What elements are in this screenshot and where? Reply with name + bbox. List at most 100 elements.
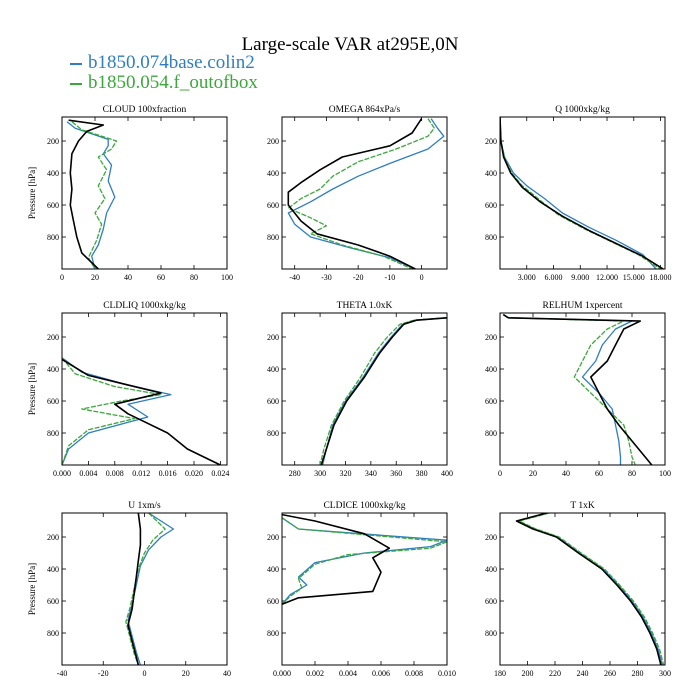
y-tick-label: 400 xyxy=(267,169,279,178)
panel-frame xyxy=(281,116,448,270)
panel-frame xyxy=(499,116,666,270)
y-tick-label: 200 xyxy=(47,333,59,342)
legend-item-1: b1850.074base.colin2 xyxy=(70,52,255,74)
x-tick-label: 3.000 xyxy=(518,273,536,282)
x-tick-label: 0.000 xyxy=(273,669,291,678)
y-tick-label: 600 xyxy=(47,397,59,406)
panel-frame xyxy=(499,312,666,466)
y-tick-label: 800 xyxy=(47,429,59,438)
panel-7: U 1xm/s Pressure [hPa] 200 400 600 800 -40 -20 0… xyxy=(27,501,231,678)
x-tick-label: 0.000 xyxy=(53,469,71,478)
x-tick-label: -40 xyxy=(57,669,68,678)
legend-line-icon xyxy=(70,62,82,65)
x-tick-label: 220 xyxy=(549,669,561,678)
y-tick-label: 600 xyxy=(47,201,59,210)
x-tick-label: 60 xyxy=(595,469,603,478)
y-tick-label: 400 xyxy=(485,365,497,374)
series-line-1 xyxy=(127,513,175,665)
x-tick-label: 100 xyxy=(659,469,671,478)
series-line-1 xyxy=(500,117,657,269)
panel-title: T 1xK xyxy=(570,501,595,511)
series-line-3 xyxy=(500,117,664,269)
panel-9: T 1xK 200 400 600 800 180 200 220 240 260 280 300 xyxy=(485,501,671,678)
x-tick-label: 360 xyxy=(390,469,402,478)
x-tick-label: 15.000 xyxy=(623,273,645,282)
panel-frame xyxy=(499,512,666,666)
x-tick-label: 0.004 xyxy=(339,669,357,678)
panel-frame xyxy=(281,312,448,466)
panel-2: OMEGA 864xPa/s 200 400 600 800 -40 -30 -20 -10 0 xyxy=(267,105,448,282)
x-tick-label: 320 xyxy=(339,469,351,478)
panel-frame xyxy=(61,512,228,666)
y-tick-label: 800 xyxy=(267,429,279,438)
y-tick-label: 200 xyxy=(485,333,497,342)
y-tick-label: 800 xyxy=(485,629,497,638)
series-line-1 xyxy=(62,357,172,465)
panel-3: Q 1000xkg/kg 200 400 600 800 3.000 6.000 9.000 1… xyxy=(485,105,672,282)
x-tick-label: 18.000 xyxy=(650,273,672,282)
x-tick-label: 0 xyxy=(60,273,64,282)
x-tick-label: 260 xyxy=(604,669,616,678)
y-tick-label: 600 xyxy=(47,597,59,606)
y-tick-label: 800 xyxy=(47,233,59,242)
x-tick-label: 0.002 xyxy=(306,669,324,678)
y-tick-label: 400 xyxy=(47,169,59,178)
x-tick-label: 300 xyxy=(314,469,326,478)
y-tick-label: 200 xyxy=(267,533,279,542)
series-line-2 xyxy=(71,121,118,269)
y-tick-label: 200 xyxy=(267,333,279,342)
x-tick-label: 0.016 xyxy=(159,469,177,478)
series-line-2 xyxy=(518,513,665,665)
panel-5: THETA 1.0xK 200 400 600 800 280 300 320 340 360 38… xyxy=(267,301,453,478)
x-tick-label: -20 xyxy=(353,273,364,282)
panel-6: RELHUM 1xpercent 200 400 600 800 0 20 40 60 80 100 xyxy=(485,301,671,478)
series-line-3 xyxy=(127,513,142,665)
y-axis-label: Pressure [hPa] xyxy=(27,363,37,415)
x-tick-label: 20 xyxy=(182,669,190,678)
series-line-1 xyxy=(282,517,447,605)
x-tick-label: 40 xyxy=(124,273,132,282)
y-tick-label: 800 xyxy=(485,233,497,242)
panel-frame xyxy=(61,116,228,270)
x-tick-label: 240 xyxy=(577,669,589,678)
x-tick-label: 0 xyxy=(143,669,147,678)
panel-title: CLOUD 100xfraction xyxy=(103,104,187,115)
y-tick-label: 600 xyxy=(267,201,279,210)
y-tick-label: 400 xyxy=(47,365,59,374)
legend-line-icon xyxy=(70,82,82,85)
page-title: Large-scale VAR at295E,0N xyxy=(241,34,459,55)
panel-title: Q 1000xkg/kg xyxy=(555,105,610,115)
y-tick-label: 400 xyxy=(267,365,279,374)
legend-label: b1850.074base.colin2 xyxy=(88,52,255,73)
x-tick-label: 0.006 xyxy=(372,669,390,678)
y-axis-label: Pressure [hPa] xyxy=(27,563,37,615)
y-tick-label: 400 xyxy=(485,169,497,178)
x-tick-label: 80 xyxy=(190,273,198,282)
panel-title: OMEGA 864xPa/s xyxy=(329,105,401,115)
y-tick-label: 600 xyxy=(485,397,497,406)
x-tick-label: 340 xyxy=(365,469,377,478)
y-tick-label: 600 xyxy=(267,397,279,406)
series-line-2 xyxy=(287,118,435,269)
panel-8: CLDICE 1000xkg/kg 200 400 600 800 0.000 0.002 0… xyxy=(267,501,456,678)
series-line-3 xyxy=(502,313,653,465)
x-tick-label: 0 xyxy=(420,273,424,282)
x-tick-label: 0.020 xyxy=(185,469,203,478)
x-tick-label: 80 xyxy=(628,469,636,478)
series-line-3 xyxy=(62,358,221,465)
series-line-2 xyxy=(502,314,636,465)
x-tick-label: 12.000 xyxy=(596,273,618,282)
x-tick-label: -20 xyxy=(98,669,109,678)
series-line-2 xyxy=(500,117,661,269)
x-tick-label: 9.000 xyxy=(571,273,589,282)
series-line-3 xyxy=(515,513,662,665)
panel-frame xyxy=(61,312,228,466)
x-tick-label: -40 xyxy=(289,273,300,282)
series-line-1 xyxy=(517,513,663,665)
series-line-1 xyxy=(502,314,633,465)
x-tick-label: 280 xyxy=(289,469,301,478)
x-tick-label: 6.000 xyxy=(545,273,563,282)
y-tick-label: 400 xyxy=(267,565,279,574)
